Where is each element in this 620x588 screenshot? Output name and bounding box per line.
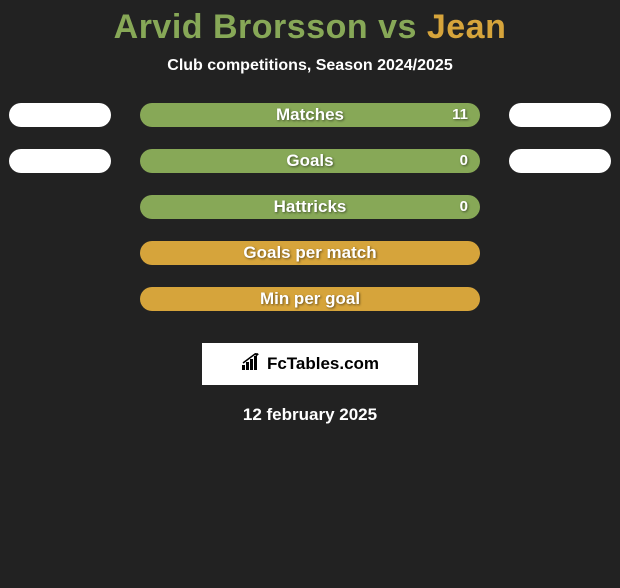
stat-row: Hattricks0: [0, 195, 620, 241]
left-pill: [9, 149, 111, 173]
subtitle: Club competitions, Season 2024/2025: [0, 57, 620, 75]
stat-label: Min per goal: [140, 287, 480, 311]
stat-value: 0: [140, 149, 468, 173]
left-pill: [9, 103, 111, 127]
stat-value: 0: [140, 195, 468, 219]
player1-name: Arvid Brorsson: [114, 8, 369, 46]
date-text: 12 february 2025: [0, 405, 620, 425]
brand-box: FcTables.com: [202, 343, 418, 385]
comparison-title: Arvid Brorsson vs Jean: [0, 8, 620, 47]
right-pill: [509, 149, 611, 173]
stat-value: 11: [140, 103, 468, 127]
stat-row: Matches11: [0, 103, 620, 149]
stat-rows-container: Matches11Goals0Hattricks0Goals per match…: [0, 103, 620, 333]
vs-text: vs: [368, 8, 427, 46]
stat-row: Goals per match: [0, 241, 620, 287]
player2-name: Jean: [427, 8, 507, 46]
stat-row: Goals0: [0, 149, 620, 195]
stat-label: Goals per match: [140, 241, 480, 265]
right-pill: [509, 103, 611, 127]
stat-row: Min per goal: [0, 287, 620, 333]
brand-text: FcTables.com: [267, 354, 379, 374]
chart-icon: [241, 353, 263, 376]
